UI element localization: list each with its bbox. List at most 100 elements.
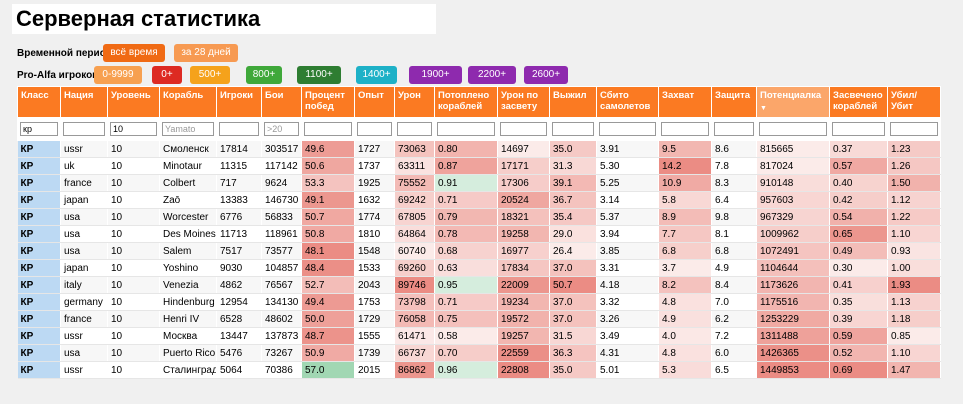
table-row[interactable]: КР germany 10 Hindenburg 12954 134130 49.4 1753… — [17, 293, 941, 311]
cell-2: 10 — [107, 191, 160, 209]
cell-1: ussr — [60, 361, 108, 379]
proalfa-option-7[interactable]: 2200+ — [468, 66, 516, 84]
proalfa-option-5[interactable]: 1400+ — [356, 66, 397, 84]
cell-0: КР — [17, 361, 61, 379]
table-row[interactable]: КР usa 10 Worcester 6776 56833 50.7 1774 67805 0.… — [17, 208, 941, 226]
table-row[interactable]: КР france 10 Henri IV 6528 48602 50.0 1729 76058… — [17, 310, 941, 328]
cell-13: 7.7 — [658, 225, 712, 243]
proalfa-option-3[interactable]: 800+ — [246, 66, 282, 84]
period-option-1[interactable]: за 28 дней — [174, 44, 238, 62]
filter-input-1[interactable] — [63, 122, 105, 136]
proalfa-option-0[interactable]: 0-9999 — [94, 66, 142, 84]
table-row[interactable]: КР usa 10 Salem 7517 73577 48.1 1548 60740 0.68 16… — [17, 242, 941, 260]
column-header-10[interactable]: Урон по засвету — [497, 86, 550, 118]
column-header-15[interactable]: Потенциалка ▼ — [756, 86, 830, 118]
column-header-9[interactable]: Потоплено кораблей — [434, 86, 498, 118]
cell-6: 50.8 — [301, 225, 355, 243]
cell-9: 0.95 — [434, 276, 498, 294]
table-row[interactable]: КР japan 10 Zaō 13383 146730 49.1 1632 69242 0.71… — [17, 191, 941, 209]
table-row[interactable]: КР france 10 Colbert 717 9624 53.3 1925 75552 0.9… — [17, 174, 941, 192]
cell-4: 9030 — [216, 259, 262, 277]
filter-input-16[interactable] — [832, 122, 885, 136]
cell-8: 64864 — [394, 225, 435, 243]
proalfa-option-8[interactable]: 2600+ — [524, 66, 568, 84]
filter-input-10[interactable] — [500, 122, 547, 136]
cell-2: 10 — [107, 259, 160, 277]
cell-10: 19257 — [497, 327, 550, 345]
cell-13: 5.8 — [658, 191, 712, 209]
column-header-label: Сбито самолетов — [600, 90, 651, 112]
filter-input-15[interactable] — [759, 122, 827, 136]
filter-input-6[interactable] — [304, 122, 352, 136]
table-row[interactable]: КР usa 10 Puerto Rico 5476 73267 50.9 1739 66737… — [17, 344, 941, 362]
cell-16: 0.30 — [829, 259, 888, 277]
cell-1: italy — [60, 276, 108, 294]
cell-5: 73267 — [261, 344, 302, 362]
cell-9: 0.75 — [434, 310, 498, 328]
column-header-12[interactable]: Сбито самолетов — [596, 86, 659, 118]
cell-8: 61471 — [394, 327, 435, 345]
column-header-13[interactable]: Захват — [658, 86, 712, 118]
column-header-17[interactable]: Убил/Убит — [887, 86, 941, 118]
table-row[interactable]: КР ussr 10 Смоленск 17814 303517 49.6 1727 73063… — [17, 140, 941, 158]
filter-input-14[interactable] — [714, 122, 754, 136]
filter-input-4[interactable] — [219, 122, 259, 136]
column-header-5[interactable]: Бои — [261, 86, 302, 118]
cell-3: Salem — [159, 242, 217, 260]
table-row[interactable]: КР usa 10 Des Moines 11713 118961 50.8 1810 6486… — [17, 225, 941, 243]
proalfa-label: Pro-Alfa игроков: — [17, 70, 102, 81]
column-header-0[interactable]: Класс — [17, 86, 61, 118]
cell-13: 5.3 — [658, 361, 712, 379]
filter-input-13[interactable] — [661, 122, 709, 136]
filter-input-12[interactable] — [599, 122, 656, 136]
cell-13: 4.8 — [658, 293, 712, 311]
column-header-14[interactable]: Защита — [711, 86, 757, 118]
cell-16: 0.42 — [829, 191, 888, 209]
filter-input-3[interactable] — [162, 122, 214, 136]
filter-input-7[interactable] — [357, 122, 392, 136]
column-header-11[interactable]: Выжил — [549, 86, 597, 118]
table-row[interactable]: КР italy 10 Venezia 4862 76567 52.7 2043 89746 0.… — [17, 276, 941, 294]
cell-5: 48602 — [261, 310, 302, 328]
column-header-6[interactable]: Процент побед — [301, 86, 355, 118]
proalfa-option-6[interactable]: 1900+ — [409, 66, 462, 84]
column-header-2[interactable]: Уровень — [107, 86, 160, 118]
cell-1: france — [60, 174, 108, 192]
table-row[interactable]: КР japan 10 Yoshino 9030 104857 48.4 1533 69260 0… — [17, 259, 941, 277]
cell-17: 1.93 — [887, 276, 941, 294]
column-header-3[interactable]: Корабль — [159, 86, 217, 118]
cell-6: 48.7 — [301, 327, 355, 345]
filter-input-5[interactable] — [264, 122, 299, 136]
filter-input-8[interactable] — [397, 122, 432, 136]
filter-input-2[interactable] — [110, 122, 157, 136]
filter-input-9[interactable] — [437, 122, 495, 136]
period-option-0[interactable]: всё время — [103, 44, 165, 62]
cell-4: 6776 — [216, 208, 262, 226]
cell-5: 146730 — [261, 191, 302, 209]
column-header-16[interactable]: Засвечено кораблей — [829, 86, 888, 118]
cell-3: Смоленск — [159, 140, 217, 158]
filter-input-11[interactable] — [552, 122, 594, 136]
table-row[interactable]: КР ussr 10 Сталинград 5064 70386 57.0 2015 86862… — [17, 361, 941, 379]
cell-1: ussr — [60, 140, 108, 158]
column-header-8[interactable]: Урон — [394, 86, 435, 118]
cell-1: usa — [60, 225, 108, 243]
filter-input-0[interactable] — [20, 122, 58, 136]
column-header-4[interactable]: Игроки — [216, 86, 262, 118]
proalfa-option-1[interactable]: 0+ — [152, 66, 182, 84]
cell-10: 16977 — [497, 242, 550, 260]
column-header-1[interactable]: Нация — [60, 86, 108, 118]
filter-input-17[interactable] — [890, 122, 938, 136]
column-header-7[interactable]: Опыт — [354, 86, 395, 118]
cell-9: 0.78 — [434, 225, 498, 243]
column-header-label: Нация — [64, 90, 94, 101]
proalfa-option-4[interactable]: 1100+ — [297, 66, 341, 84]
table-row[interactable]: КР ussr 10 Москва 13447 137873 48.7 1555 61471 0.… — [17, 327, 941, 345]
cell-4: 7517 — [216, 242, 262, 260]
cell-1: uk — [60, 157, 108, 175]
cell-15: 967329 — [756, 208, 830, 226]
cell-17: 1.47 — [887, 361, 941, 379]
table-row[interactable]: КР uk 10 Minotaur 11315 117142 50.6 1737 63311 0.… — [17, 157, 941, 175]
proalfa-option-2[interactable]: 500+ — [190, 66, 230, 84]
cell-10: 17306 — [497, 174, 550, 192]
